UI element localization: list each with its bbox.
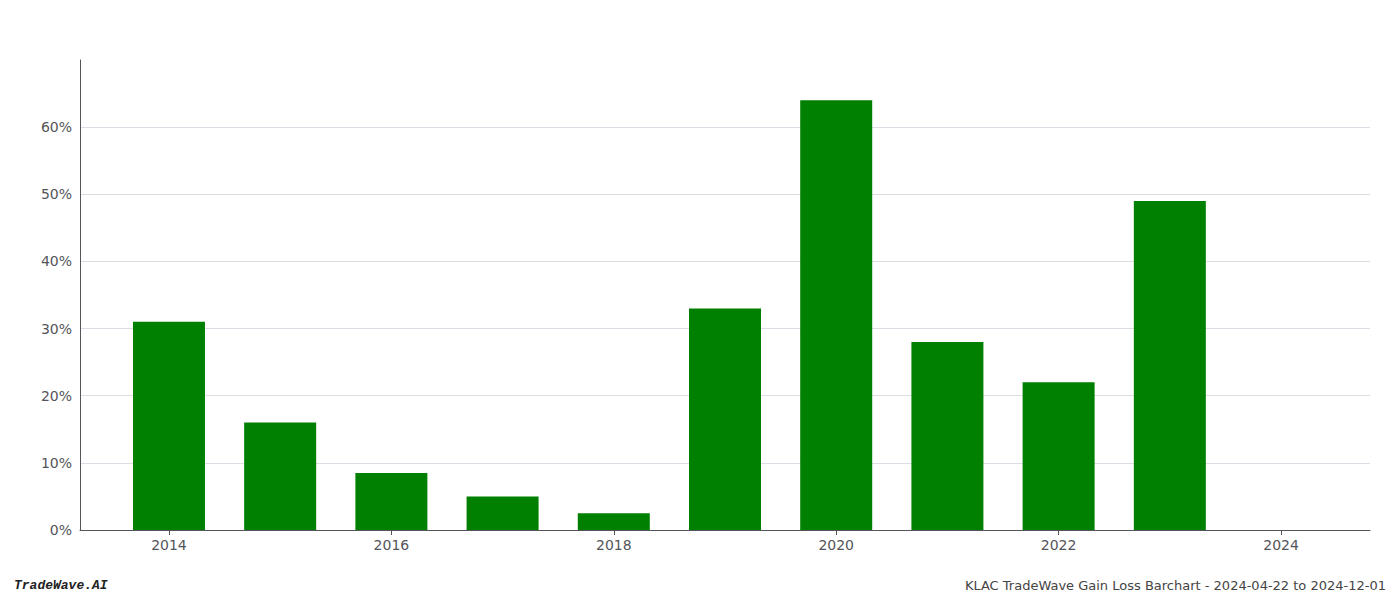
svg-text:2022: 2022 — [1041, 537, 1077, 553]
svg-text:60%: 60% — [41, 119, 72, 135]
svg-text:30%: 30% — [41, 321, 72, 337]
svg-text:2018: 2018 — [596, 537, 632, 553]
svg-text:40%: 40% — [41, 253, 72, 269]
svg-text:20%: 20% — [41, 388, 72, 404]
svg-text:2024: 2024 — [1263, 537, 1299, 553]
svg-text:2014: 2014 — [151, 537, 187, 553]
svg-text:50%: 50% — [41, 186, 72, 202]
svg-text:KLAC TradeWave Gain Loss Barch: KLAC TradeWave Gain Loss Barchart - 2024… — [965, 578, 1386, 593]
svg-text:10%: 10% — [41, 455, 72, 471]
svg-text:2016: 2016 — [374, 537, 410, 553]
svg-text:TradeWave.AI: TradeWave.AI — [14, 578, 108, 593]
svg-text:0%: 0% — [50, 522, 72, 538]
svg-text:2020: 2020 — [818, 537, 854, 553]
